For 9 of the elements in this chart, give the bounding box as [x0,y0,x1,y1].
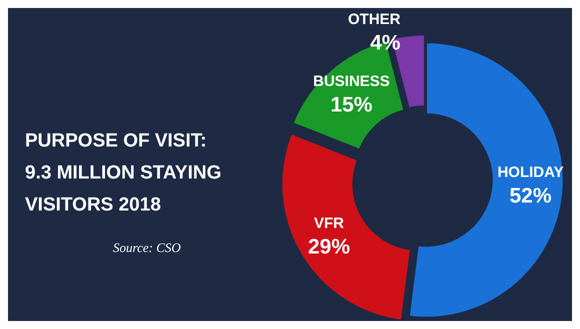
slice-label: BUSINESS [313,72,390,90]
data-label: 29% [308,235,350,258]
source-note: Source: CSO [113,240,182,255]
slice-label: VFR [314,214,344,232]
data-label: 4% [370,31,401,54]
data-label: 52% [510,184,552,208]
text: PURPOSE OF VISIT: 9.3 MILLION STAYING VISITORS 2018 [25,130,227,216]
data-label: 15% [330,93,373,116]
slice-label: OTHER [348,10,401,28]
